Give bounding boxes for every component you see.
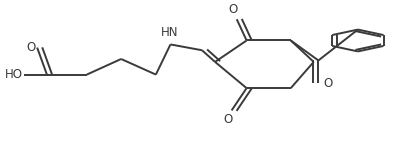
Text: O: O <box>223 113 232 126</box>
Text: HN: HN <box>161 26 178 39</box>
Text: O: O <box>26 41 35 54</box>
Text: HO: HO <box>4 68 22 81</box>
Text: O: O <box>228 3 238 16</box>
Text: O: O <box>323 77 332 90</box>
